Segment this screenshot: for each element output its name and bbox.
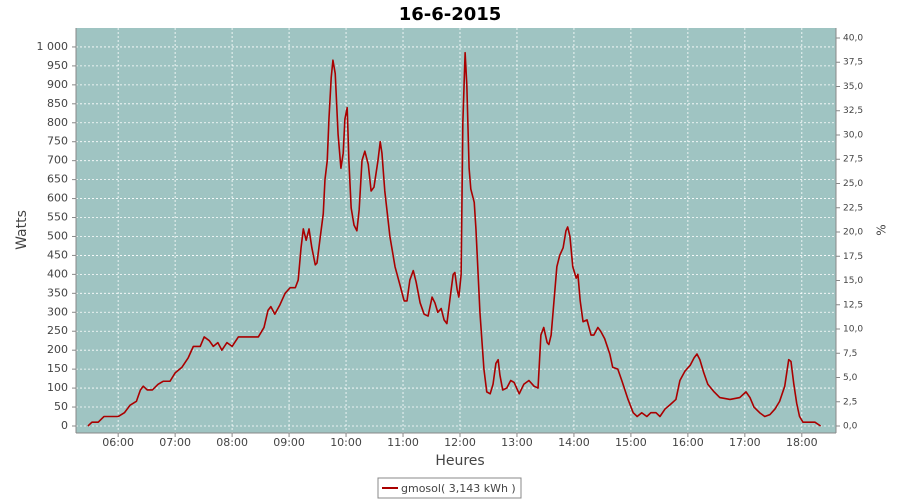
y-tick-label: 800 xyxy=(47,116,68,129)
x-tick-label: 17:00 xyxy=(729,436,761,449)
y-tick-label: 700 xyxy=(47,154,68,167)
y-tick-label: 1 000 xyxy=(37,40,69,53)
y2-tick-label: 10,0 xyxy=(843,325,863,335)
x-tick-label: 10:00 xyxy=(330,436,362,449)
y-tick-label: 100 xyxy=(47,381,68,394)
x-axis-label: Heures xyxy=(435,453,484,469)
x-tick-label: 12:00 xyxy=(444,436,476,449)
y-tick-label: 950 xyxy=(47,59,68,72)
y-tick-label: 300 xyxy=(47,305,68,318)
x-tick-label: 07:00 xyxy=(159,436,191,449)
x-tick-label: 11:00 xyxy=(387,436,419,449)
y2-tick-label: 0,0 xyxy=(843,422,858,432)
legend-label: gmosol( 3,143 kWh ) xyxy=(401,482,516,495)
y-tick-label: 550 xyxy=(47,211,68,224)
y-tick-label: 900 xyxy=(47,78,68,91)
y2-tick-label: 5,0 xyxy=(843,373,858,383)
y2-tick-label: 32,5 xyxy=(843,106,863,116)
y-tick-label: 750 xyxy=(47,135,68,148)
y2-tick-label: 15,0 xyxy=(843,276,863,286)
y2-tick-label: 17,5 xyxy=(843,252,863,262)
x-tick-label: 16:00 xyxy=(672,436,704,449)
y2-tick-label: 22,5 xyxy=(843,203,863,213)
y-tick-label: 600 xyxy=(47,192,68,205)
x-tick-label: 14:00 xyxy=(558,436,590,449)
y2-tick-label: 25,0 xyxy=(843,179,863,189)
y-tick-label: 50 xyxy=(54,400,68,413)
y-tick-label: 400 xyxy=(47,267,68,280)
y2-axis-label: % xyxy=(875,224,889,235)
x-tick-label: 06:00 xyxy=(102,436,134,449)
x-tick-label: 13:00 xyxy=(501,436,533,449)
y-tick-label: 350 xyxy=(47,286,68,299)
y2-tick-label: 35,0 xyxy=(843,82,863,92)
y2-tick-label: 40,0 xyxy=(843,33,863,43)
y2-tick-label: 12,5 xyxy=(843,300,863,310)
y-tick-label: 850 xyxy=(47,97,68,110)
y-tick-label: 650 xyxy=(47,173,68,186)
chart-title: 16-6-2015 xyxy=(399,4,502,25)
y2-tick-label: 37,5 xyxy=(843,58,863,68)
y2-tick-label: 7,5 xyxy=(843,349,857,359)
x-tick-label: 09:00 xyxy=(273,436,305,449)
y-tick-label: 250 xyxy=(47,324,68,337)
series-line xyxy=(87,51,822,427)
plot-area xyxy=(76,28,836,433)
y-tick-label: 450 xyxy=(47,248,68,261)
legend-box xyxy=(377,477,522,499)
y-tick-label: 150 xyxy=(47,362,68,375)
y-axis-label: Watts xyxy=(14,210,30,250)
y2-tick-label: 30,0 xyxy=(843,130,863,140)
x-tick-label: 18:00 xyxy=(786,436,818,449)
x-tick-label: 15:00 xyxy=(615,436,647,449)
x-tick-label: 08:00 xyxy=(216,436,248,449)
y-tick-label: 500 xyxy=(47,229,68,242)
y2-tick-label: 27,5 xyxy=(843,155,863,165)
y2-tick-label: 2,5 xyxy=(843,397,857,407)
y2-tick-label: 20,0 xyxy=(843,228,863,238)
y-tick-label: 200 xyxy=(47,343,68,356)
y-tick-label: 0 xyxy=(61,419,68,432)
